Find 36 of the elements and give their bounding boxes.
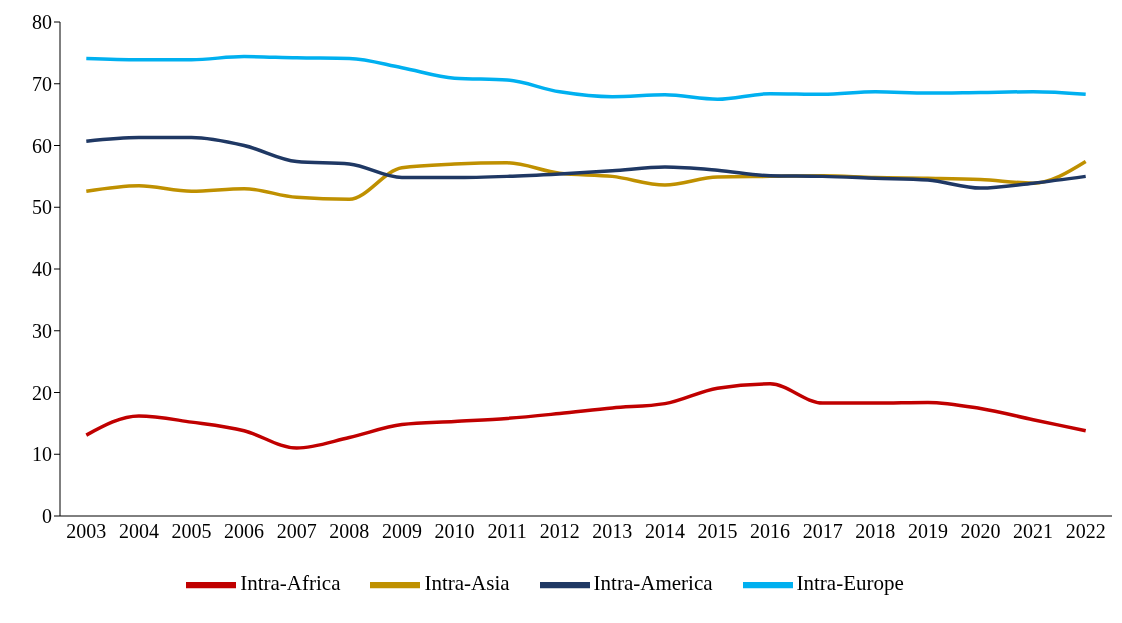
- x-tick-label: 2011: [487, 520, 527, 543]
- x-tick-label: 2005: [171, 520, 212, 543]
- x-tick-label: 2015: [697, 520, 738, 543]
- x-tick-label: 2019: [907, 520, 948, 543]
- y-tick-label: 0: [42, 505, 52, 528]
- x-tick-label: 2010: [434, 520, 475, 543]
- y-tick-label: 40: [32, 258, 52, 281]
- y-tick-label: 60: [32, 134, 52, 157]
- x-tick-label: 2017: [802, 520, 843, 543]
- x-tick-label: 2008: [329, 520, 370, 543]
- legend-label: Intra-Africa: [240, 570, 341, 595]
- x-tick-label: 2018: [855, 520, 896, 543]
- line-series: [84, 382, 1088, 450]
- x-tick-label: 2012: [539, 520, 580, 543]
- legend-label: Intra-Asia: [424, 570, 510, 595]
- x-tick-label: 2007: [276, 520, 317, 543]
- line-series: [84, 135, 1088, 190]
- y-tick-label: 10: [32, 443, 52, 466]
- x-tick-label: 2003: [66, 520, 107, 543]
- y-tick-label: 20: [32, 381, 52, 404]
- x-tick-label: 2004: [118, 520, 159, 543]
- x-tick-label: 2021: [1013, 520, 1054, 543]
- y-tick-label: 70: [32, 72, 52, 95]
- y-tick-label: 80: [32, 11, 52, 34]
- y-tick-label: 50: [32, 196, 52, 219]
- line-series: [84, 54, 1088, 101]
- legend-label: Intra-America: [593, 570, 713, 595]
- x-tick-label: 2020: [960, 520, 1001, 543]
- x-tick-label: 2013: [592, 520, 633, 543]
- x-tick-label: 2014: [644, 520, 685, 543]
- legend-label: Intra-Europe: [796, 570, 904, 595]
- x-tick-label: 2016: [750, 520, 791, 543]
- x-tick-label: 2009: [381, 520, 422, 543]
- x-tick-label: 2022: [1065, 520, 1106, 543]
- y-tick-label: 30: [32, 319, 52, 342]
- x-tick-label: 2006: [224, 520, 265, 543]
